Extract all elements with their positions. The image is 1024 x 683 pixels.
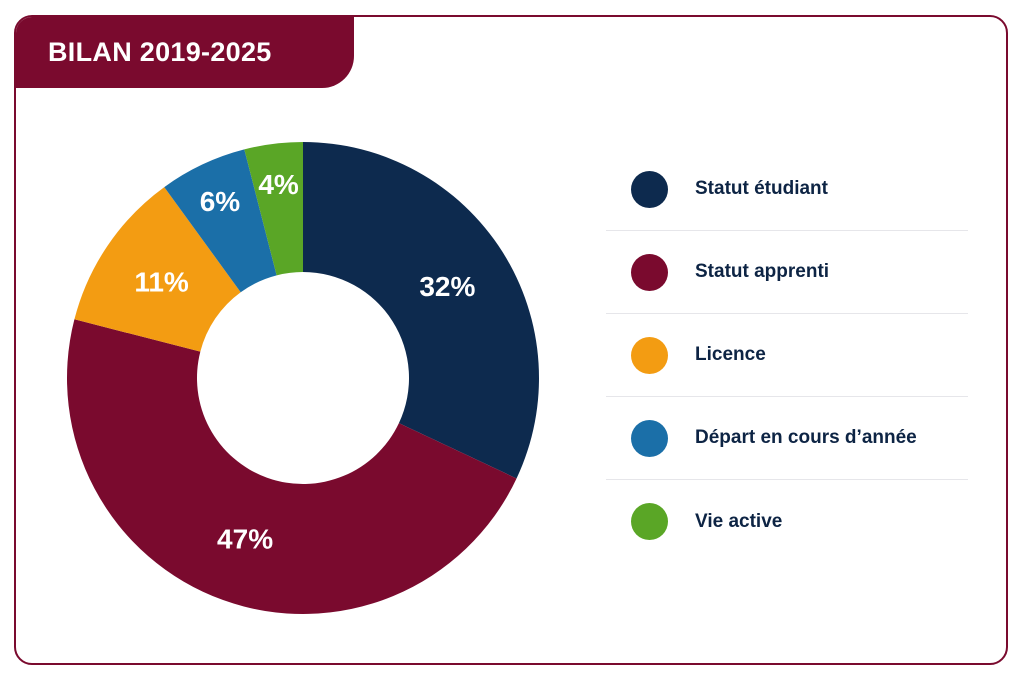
legend-swatch-statut-apprenti [631,253,668,291]
slice-label-statut-apprenti: 47% [217,523,273,554]
legend-item-vie-active: Vie active [606,480,968,563]
legend-item-licence: Licence [606,314,968,397]
slice-label-licence: 11% [134,266,189,297]
slice-statut-apprenti [66,319,517,615]
legend-label-depart-en-cours-annee: Départ en cours d’année [695,427,917,448]
slice-depart-en-cours-annee [164,149,277,293]
title-banner: BILAN 2019-2025 [16,17,354,88]
chart-card: BILAN 2019-2025 32% 47% 11% 6% 4% Statut étu… [14,15,1008,665]
legend-swatch-licence [631,336,668,374]
legend: Statut étudiant Statut apprenti Licence Dép… [606,148,968,563]
slice-statut-etudiant [303,142,539,479]
legend-label-licence: Licence [695,344,766,365]
legend-label-statut-etudiant: Statut étudiant [695,178,828,199]
legend-label-statut-apprenti: Statut apprenti [695,261,830,282]
chart-title: BILAN 2019-2025 [48,37,272,67]
legend-item-statut-etudiant: Statut étudiant [606,148,968,231]
legend-item-statut-apprenti: Statut apprenti [606,231,968,314]
legend-swatch-depart-en-cours-annee [631,419,668,457]
donut-chart: 32% 47% 11% 6% 4% [66,142,539,615]
slice-label-statut-etudiant: 32% [419,271,475,302]
legend-swatch-statut-etudiant [631,170,668,208]
slice-label-depart-en-cours-annee: 6% [200,186,241,217]
slice-vie-active [244,142,303,276]
legend-item-depart-en-cours-annee: Départ en cours d’année [606,397,968,480]
legend-label-vie-active: Vie active [695,510,783,532]
legend-swatch-vie-active [631,503,668,540]
slice-label-vie-active: 4% [258,169,299,200]
slice-licence [74,187,241,352]
